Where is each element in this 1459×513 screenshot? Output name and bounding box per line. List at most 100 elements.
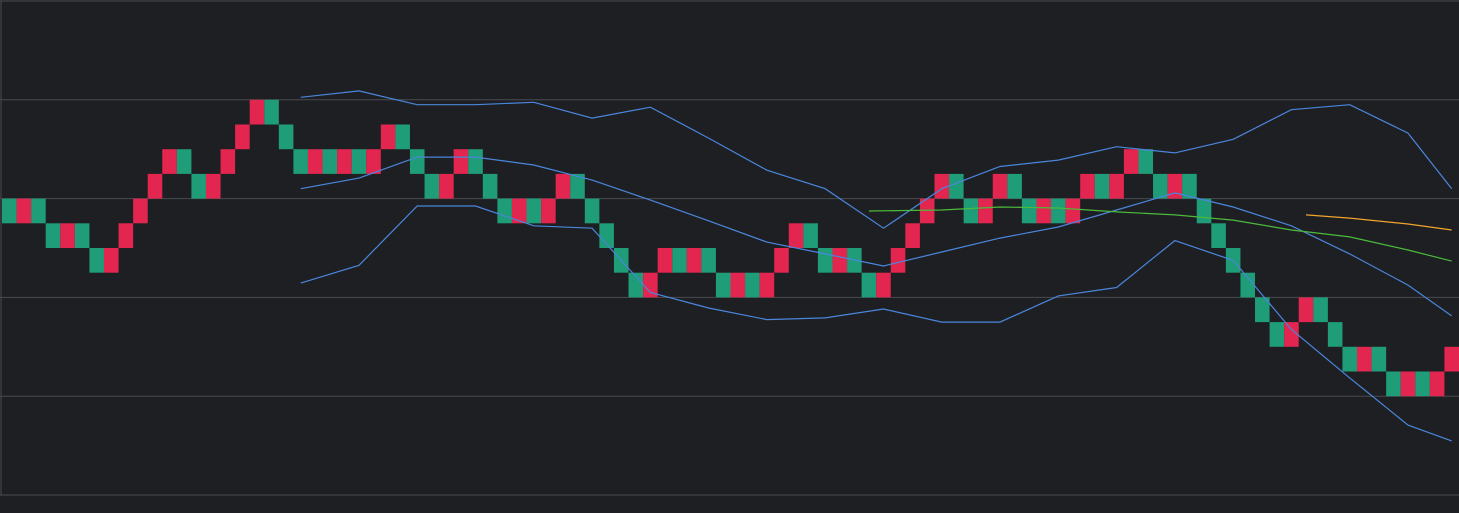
brick [599, 223, 614, 248]
brick [1357, 346, 1372, 372]
brick [1327, 322, 1343, 347]
brick [16, 198, 32, 224]
brick [643, 272, 658, 298]
brick [60, 223, 75, 248]
brick [482, 173, 498, 199]
brick [992, 173, 1008, 199]
brick [162, 149, 177, 174]
brick [1138, 149, 1154, 174]
brick [1342, 346, 1358, 372]
brick [861, 272, 877, 298]
brick [978, 198, 993, 224]
brick [191, 173, 206, 199]
brick [1196, 198, 1212, 224]
brick [1211, 223, 1226, 248]
brick [147, 173, 163, 199]
brick [380, 124, 396, 150]
brick [1123, 149, 1139, 174]
brick [322, 149, 338, 174]
indicator-line [300, 205, 1452, 442]
brick [439, 173, 454, 199]
brick [366, 149, 381, 174]
brick [876, 272, 891, 298]
brick [307, 149, 323, 174]
brick [1065, 198, 1081, 224]
brick [934, 173, 950, 199]
brick [919, 198, 935, 224]
brick [1240, 272, 1256, 298]
brick [1109, 173, 1124, 199]
brick [803, 223, 818, 248]
brick [730, 272, 746, 298]
brick [817, 248, 833, 273]
brick [1313, 297, 1328, 323]
brick [774, 248, 789, 273]
brick [220, 149, 236, 174]
brick [1371, 346, 1387, 372]
brick [133, 198, 148, 224]
brick [686, 248, 702, 273]
indicator-line [868, 206, 1452, 262]
brick [1080, 173, 1095, 199]
brick [235, 124, 250, 150]
brick [1429, 371, 1445, 397]
brick [759, 272, 775, 298]
brick [526, 198, 542, 224]
brick [949, 173, 964, 199]
brick [249, 99, 265, 125]
indicator-line [300, 90, 1453, 229]
brick [176, 149, 192, 174]
brick [745, 272, 760, 298]
brick [497, 198, 512, 224]
brick [1094, 173, 1110, 199]
indicator-line [300, 156, 1453, 317]
brick [103, 248, 119, 273]
brick [1007, 173, 1022, 199]
brick [905, 223, 920, 248]
brick [1386, 371, 1401, 397]
brick [278, 124, 294, 150]
brick [409, 149, 425, 174]
brick [1051, 198, 1066, 224]
brick [715, 272, 731, 298]
brick [89, 248, 104, 273]
brick [1269, 322, 1285, 347]
brick [468, 149, 483, 174]
brick [1415, 371, 1430, 397]
brick [2, 198, 17, 224]
brick [1021, 198, 1037, 224]
brick [337, 149, 352, 174]
brick [890, 248, 906, 273]
brick [351, 149, 367, 174]
brick [395, 124, 410, 150]
brick [264, 99, 279, 125]
brick [1153, 173, 1168, 199]
brick [541, 198, 556, 224]
brick [555, 173, 571, 199]
brick [31, 198, 46, 224]
brick [45, 223, 61, 248]
brick [118, 223, 134, 248]
brick [672, 248, 687, 273]
brick [1298, 297, 1314, 323]
brick [1167, 173, 1183, 199]
brick [788, 223, 804, 248]
brick [1444, 346, 1459, 372]
brick [453, 149, 469, 174]
brick [1036, 198, 1052, 224]
brick [584, 198, 600, 224]
indicator-line [1305, 214, 1452, 231]
brick [205, 173, 221, 199]
brick [1182, 173, 1197, 199]
brick [1284, 322, 1299, 347]
brick [963, 198, 979, 224]
brick [832, 248, 848, 273]
brick [1400, 371, 1416, 397]
brick [657, 248, 673, 273]
brick [74, 223, 90, 248]
brick [701, 248, 716, 273]
brick [628, 272, 644, 298]
brick [511, 198, 527, 224]
